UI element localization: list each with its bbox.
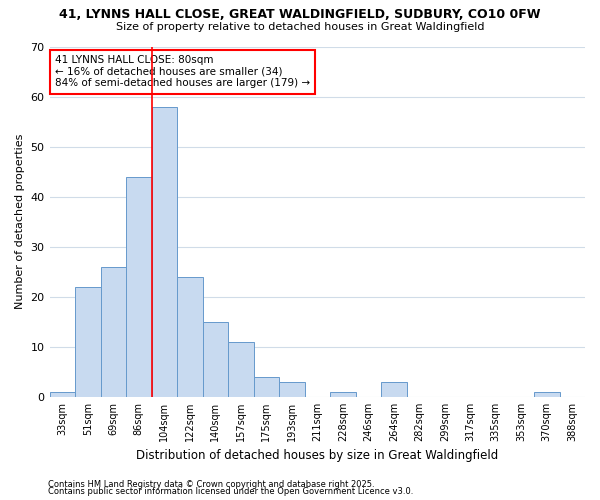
Bar: [330, 392, 356, 397]
Bar: [152, 106, 177, 397]
Bar: [254, 377, 279, 397]
Bar: [101, 267, 126, 397]
Y-axis label: Number of detached properties: Number of detached properties: [15, 134, 25, 310]
Bar: [50, 392, 75, 397]
Bar: [279, 382, 305, 397]
Bar: [534, 392, 560, 397]
Bar: [177, 277, 203, 397]
Bar: [203, 322, 228, 397]
Bar: [126, 176, 152, 397]
Text: Contains public sector information licensed under the Open Government Licence v3: Contains public sector information licen…: [48, 488, 413, 496]
Text: 41 LYNNS HALL CLOSE: 80sqm
← 16% of detached houses are smaller (34)
84% of semi: 41 LYNNS HALL CLOSE: 80sqm ← 16% of deta…: [55, 56, 310, 88]
X-axis label: Distribution of detached houses by size in Great Waldingfield: Distribution of detached houses by size …: [136, 450, 499, 462]
Bar: [75, 287, 101, 397]
Text: Contains HM Land Registry data © Crown copyright and database right 2025.: Contains HM Land Registry data © Crown c…: [48, 480, 374, 489]
Bar: [228, 342, 254, 397]
Text: 41, LYNNS HALL CLOSE, GREAT WALDINGFIELD, SUDBURY, CO10 0FW: 41, LYNNS HALL CLOSE, GREAT WALDINGFIELD…: [59, 8, 541, 20]
Bar: [381, 382, 407, 397]
Text: Size of property relative to detached houses in Great Waldingfield: Size of property relative to detached ho…: [116, 22, 484, 32]
